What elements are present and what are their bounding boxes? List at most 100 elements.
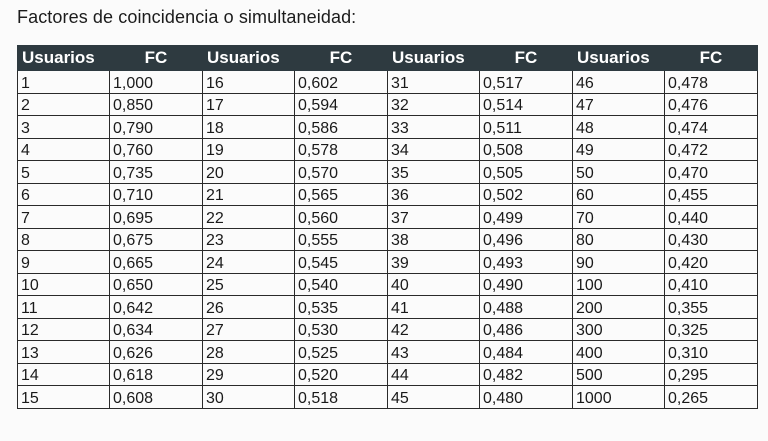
cell-usuarios: 49 bbox=[572, 137, 665, 161]
cell-fc: 0,850 bbox=[109, 92, 203, 116]
cell-usuarios: 40 bbox=[387, 272, 480, 296]
table-row: 13 0,626 28 0,525 43 0,484 400 0,310 bbox=[17, 340, 758, 364]
cell-usuarios: 48 bbox=[572, 115, 665, 139]
cell-fc: 0,355 bbox=[664, 295, 758, 319]
cell-usuarios: 19 bbox=[202, 137, 295, 161]
cell-fc: 0,505 bbox=[479, 160, 573, 184]
cell-fc: 0,511 bbox=[479, 115, 573, 139]
cell-usuarios: 6 bbox=[17, 182, 110, 206]
header-fc: FC bbox=[294, 45, 388, 71]
cell-usuarios: 13 bbox=[17, 340, 110, 364]
cell-usuarios: 29 bbox=[202, 362, 295, 386]
cell-usuarios: 33 bbox=[387, 115, 480, 139]
cell-usuarios: 24 bbox=[202, 250, 295, 274]
cell-usuarios: 200 bbox=[572, 295, 665, 319]
cell-fc: 0,760 bbox=[109, 137, 203, 161]
cell-fc: 0,570 bbox=[294, 160, 388, 184]
cell-usuarios: 36 bbox=[387, 182, 480, 206]
cell-usuarios: 100 bbox=[572, 272, 665, 296]
cell-usuarios: 39 bbox=[387, 250, 480, 274]
table-row: 14 0,618 29 0,520 44 0,482 500 0,295 bbox=[17, 362, 758, 386]
cell-fc: 0,265 bbox=[664, 385, 758, 409]
cell-fc: 0,488 bbox=[479, 295, 573, 319]
cell-usuarios: 11 bbox=[17, 295, 110, 319]
cell-fc: 0,440 bbox=[664, 205, 758, 229]
cell-usuarios: 31 bbox=[387, 70, 480, 94]
table-row: 5 0,735 20 0,570 35 0,505 50 0,470 bbox=[17, 160, 758, 184]
table-row: 4 0,760 19 0,578 34 0,508 49 0,472 bbox=[17, 137, 758, 161]
cell-usuarios: 23 bbox=[202, 227, 295, 251]
header-usuarios: Usuarios bbox=[202, 45, 295, 71]
header-row: Usuarios FC Usuarios FC Usuarios FC Usua… bbox=[17, 45, 758, 71]
header-usuarios: Usuarios bbox=[387, 45, 480, 71]
cell-fc: 0,518 bbox=[294, 385, 388, 409]
cell-usuarios: 9 bbox=[17, 250, 110, 274]
cell-fc: 0,695 bbox=[109, 205, 203, 229]
cell-usuarios: 17 bbox=[202, 92, 295, 116]
cell-fc: 0,594 bbox=[294, 92, 388, 116]
cell-fc: 0,560 bbox=[294, 205, 388, 229]
table-row: 7 0,695 22 0,560 37 0,499 70 0,440 bbox=[17, 205, 758, 229]
cell-usuarios: 3 bbox=[17, 115, 110, 139]
cell-usuarios: 14 bbox=[17, 362, 110, 386]
cell-fc: 0,482 bbox=[479, 362, 573, 386]
cell-usuarios: 18 bbox=[202, 115, 295, 139]
cell-fc: 0,484 bbox=[479, 340, 573, 364]
cell-usuarios: 10 bbox=[17, 272, 110, 296]
cell-fc: 0,499 bbox=[479, 205, 573, 229]
cell-fc: 0,478 bbox=[664, 70, 758, 94]
cell-usuarios: 38 bbox=[387, 227, 480, 251]
table-row: 12 0,634 27 0,530 42 0,486 300 0,325 bbox=[17, 317, 758, 341]
cell-fc: 0,642 bbox=[109, 295, 203, 319]
cell-usuarios: 15 bbox=[17, 385, 110, 409]
header-fc: FC bbox=[109, 45, 203, 71]
cell-fc: 0,540 bbox=[294, 272, 388, 296]
cell-fc: 0,735 bbox=[109, 160, 203, 184]
page-title: Factores de coincidencia o simultaneidad… bbox=[17, 7, 357, 27]
cell-usuarios: 41 bbox=[387, 295, 480, 319]
cell-fc: 0,455 bbox=[664, 182, 758, 206]
cell-fc: 0,626 bbox=[109, 340, 203, 364]
cell-fc: 0,430 bbox=[664, 227, 758, 251]
cell-usuarios: 25 bbox=[202, 272, 295, 296]
cell-fc: 0,608 bbox=[109, 385, 203, 409]
cell-fc: 0,474 bbox=[664, 115, 758, 139]
cell-usuarios: 27 bbox=[202, 317, 295, 341]
cell-usuarios: 500 bbox=[572, 362, 665, 386]
cell-usuarios: 28 bbox=[202, 340, 295, 364]
cell-fc: 0,496 bbox=[479, 227, 573, 251]
cell-usuarios: 42 bbox=[387, 317, 480, 341]
cell-fc: 0,295 bbox=[664, 362, 758, 386]
cell-usuarios: 5 bbox=[17, 160, 110, 184]
cell-fc: 0,508 bbox=[479, 137, 573, 161]
cell-usuarios: 12 bbox=[17, 317, 110, 341]
cell-fc: 0,420 bbox=[664, 250, 758, 274]
cell-usuarios: 45 bbox=[387, 385, 480, 409]
table-header: Usuarios FC Usuarios FC Usuarios FC Usua… bbox=[17, 45, 758, 71]
cell-usuarios: 22 bbox=[202, 205, 295, 229]
table-row: 3 0,790 18 0,586 33 0,511 48 0,474 bbox=[17, 115, 758, 139]
coincidence-factor-table: Usuarios FC Usuarios FC Usuarios FC Usua… bbox=[17, 45, 758, 409]
cell-usuarios: 37 bbox=[387, 205, 480, 229]
cell-fc: 0,325 bbox=[664, 317, 758, 341]
cell-fc: 0,665 bbox=[109, 250, 203, 274]
header-usuarios: Usuarios bbox=[17, 45, 110, 71]
cell-fc: 0,586 bbox=[294, 115, 388, 139]
cell-usuarios: 1000 bbox=[572, 385, 665, 409]
cell-fc: 0,486 bbox=[479, 317, 573, 341]
cell-usuarios: 7 bbox=[17, 205, 110, 229]
cell-usuarios: 60 bbox=[572, 182, 665, 206]
cell-usuarios: 400 bbox=[572, 340, 665, 364]
cell-fc: 0,470 bbox=[664, 160, 758, 184]
table-row: 8 0,675 23 0,555 38 0,496 80 0,430 bbox=[17, 227, 758, 251]
cell-fc: 0,535 bbox=[294, 295, 388, 319]
cell-usuarios: 30 bbox=[202, 385, 295, 409]
cell-usuarios: 300 bbox=[572, 317, 665, 341]
cell-fc: 0,476 bbox=[664, 92, 758, 116]
cell-fc: 0,520 bbox=[294, 362, 388, 386]
cell-usuarios: 43 bbox=[387, 340, 480, 364]
cell-usuarios: 47 bbox=[572, 92, 665, 116]
cell-fc: 0,493 bbox=[479, 250, 573, 274]
table-row: 10 0,650 25 0,540 40 0,490 100 0,410 bbox=[17, 272, 758, 296]
